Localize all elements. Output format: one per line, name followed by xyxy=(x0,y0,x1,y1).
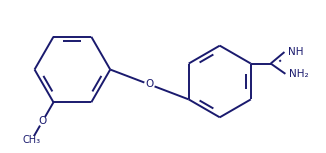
Text: O: O xyxy=(145,79,154,90)
Text: O: O xyxy=(38,116,47,126)
Text: NH: NH xyxy=(289,47,304,57)
Text: NH₂: NH₂ xyxy=(289,69,309,79)
Text: CH₃: CH₃ xyxy=(22,135,41,145)
